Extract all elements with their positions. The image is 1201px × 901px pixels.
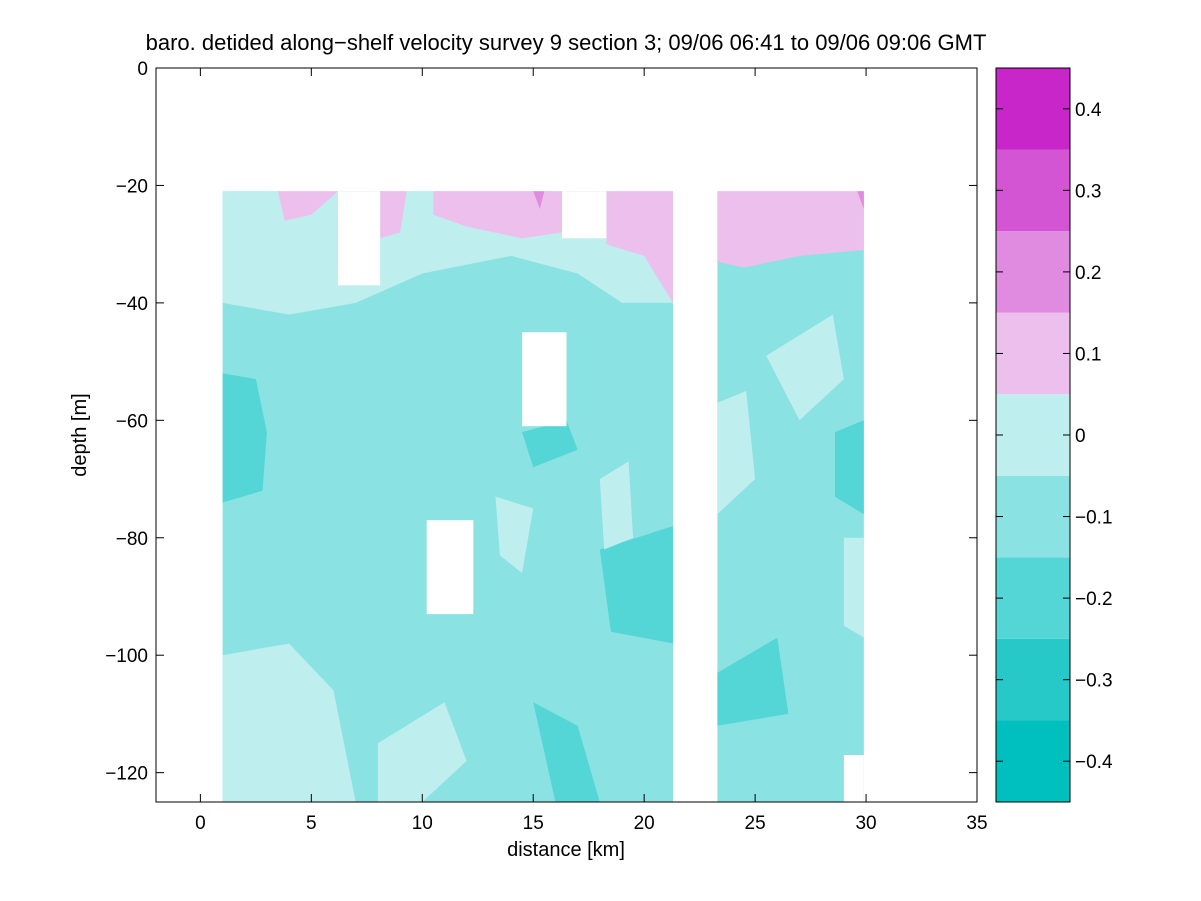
contour-region xyxy=(599,461,634,550)
colorbar-tick-label: −0.4 xyxy=(1075,752,1113,773)
contour-region xyxy=(495,496,534,573)
x-tick-label: 35 xyxy=(966,813,987,834)
contour-region xyxy=(522,420,578,468)
no-data-gap xyxy=(843,755,864,802)
contour-region xyxy=(766,314,844,421)
colorbar-tick-label: 0.4 xyxy=(1075,100,1102,121)
colorbar-band xyxy=(996,557,1070,639)
x-tick-label: 5 xyxy=(306,813,317,834)
colorbar-tick-label: 0.1 xyxy=(1075,344,1101,365)
no-data-gap xyxy=(522,332,567,427)
contour-region xyxy=(717,391,756,515)
colorbar-bands xyxy=(996,68,1070,802)
contour-region xyxy=(278,191,338,221)
plot-frame xyxy=(155,67,978,803)
colorbar-band xyxy=(996,394,1070,476)
plot-area: 0 5 10 15 20 25 30 35 0 −20 −40 −60 −80 −100 −120 xyxy=(105,59,987,834)
colorbar-tick-label: 0.2 xyxy=(1075,263,1101,284)
x-axis: 0 5 10 15 20 25 30 35 xyxy=(195,68,988,834)
chart-title: baro. detided along−shelf velocity surve… xyxy=(146,30,987,55)
y-tick-label: −20 xyxy=(116,176,148,197)
colorbar-band xyxy=(996,638,1070,721)
colorbar-tick-label: 0 xyxy=(1075,426,1086,447)
colorbar-band xyxy=(996,231,1070,313)
contour-region xyxy=(835,420,864,515)
contour-region xyxy=(433,191,563,239)
colorbar-tick-label: 0.3 xyxy=(1075,181,1101,202)
contour-region xyxy=(599,526,673,644)
contour-region xyxy=(533,191,545,209)
x-tick-label: 20 xyxy=(634,813,655,834)
contour-region xyxy=(717,191,864,268)
colorbar-band xyxy=(996,475,1070,558)
x-tick-label: 30 xyxy=(855,813,876,834)
y-tick-label: 0 xyxy=(137,59,148,80)
contour-region xyxy=(843,537,864,638)
x-axis-label: distance [km] xyxy=(507,839,625,861)
no-data-gap xyxy=(562,191,607,239)
colorbar-tick-label: −0.1 xyxy=(1075,508,1113,529)
contour-region xyxy=(377,702,467,802)
colorbar-tick-label: −0.3 xyxy=(1075,671,1113,692)
contour-region xyxy=(857,191,864,209)
y-tick-label: −80 xyxy=(116,529,148,550)
contour-region xyxy=(222,373,267,503)
x-tick-label: 15 xyxy=(523,813,544,834)
colorbar-band xyxy=(996,68,1070,150)
x-tick-label: 25 xyxy=(745,813,766,834)
contour-region xyxy=(533,702,600,802)
colorbar-tick-label: −0.2 xyxy=(1075,589,1113,610)
contour-layer xyxy=(222,191,864,802)
colorbar-band xyxy=(996,312,1070,395)
contour-region xyxy=(717,637,789,726)
y-tick-label: −100 xyxy=(105,646,148,667)
y-tick-label: −120 xyxy=(105,764,148,785)
contour-region xyxy=(222,643,356,802)
contour-region xyxy=(380,191,407,239)
colorbar-ticks: −0.4 −0.3 −0.2 −0.1 0 0.1 0.2 0.3 0.4 xyxy=(996,100,1113,773)
y-tick-label: −60 xyxy=(116,411,148,432)
colorbar: −0.4 −0.3 −0.2 −0.1 0 0.1 0.2 0.3 0.4 xyxy=(995,67,1113,803)
y-axis-label: depth [m] xyxy=(69,393,91,476)
no-data-gap xyxy=(337,191,381,286)
x-tick-label: 0 xyxy=(195,813,206,834)
y-axis: 0 −20 −40 −60 −80 −100 −120 xyxy=(105,59,977,785)
contour-region xyxy=(606,191,673,303)
colorbar-band xyxy=(996,149,1070,232)
no-data-gap xyxy=(426,520,474,615)
colorbar-band xyxy=(996,720,1070,802)
x-tick-label: 10 xyxy=(412,813,433,834)
y-tick-label: −40 xyxy=(116,294,148,315)
